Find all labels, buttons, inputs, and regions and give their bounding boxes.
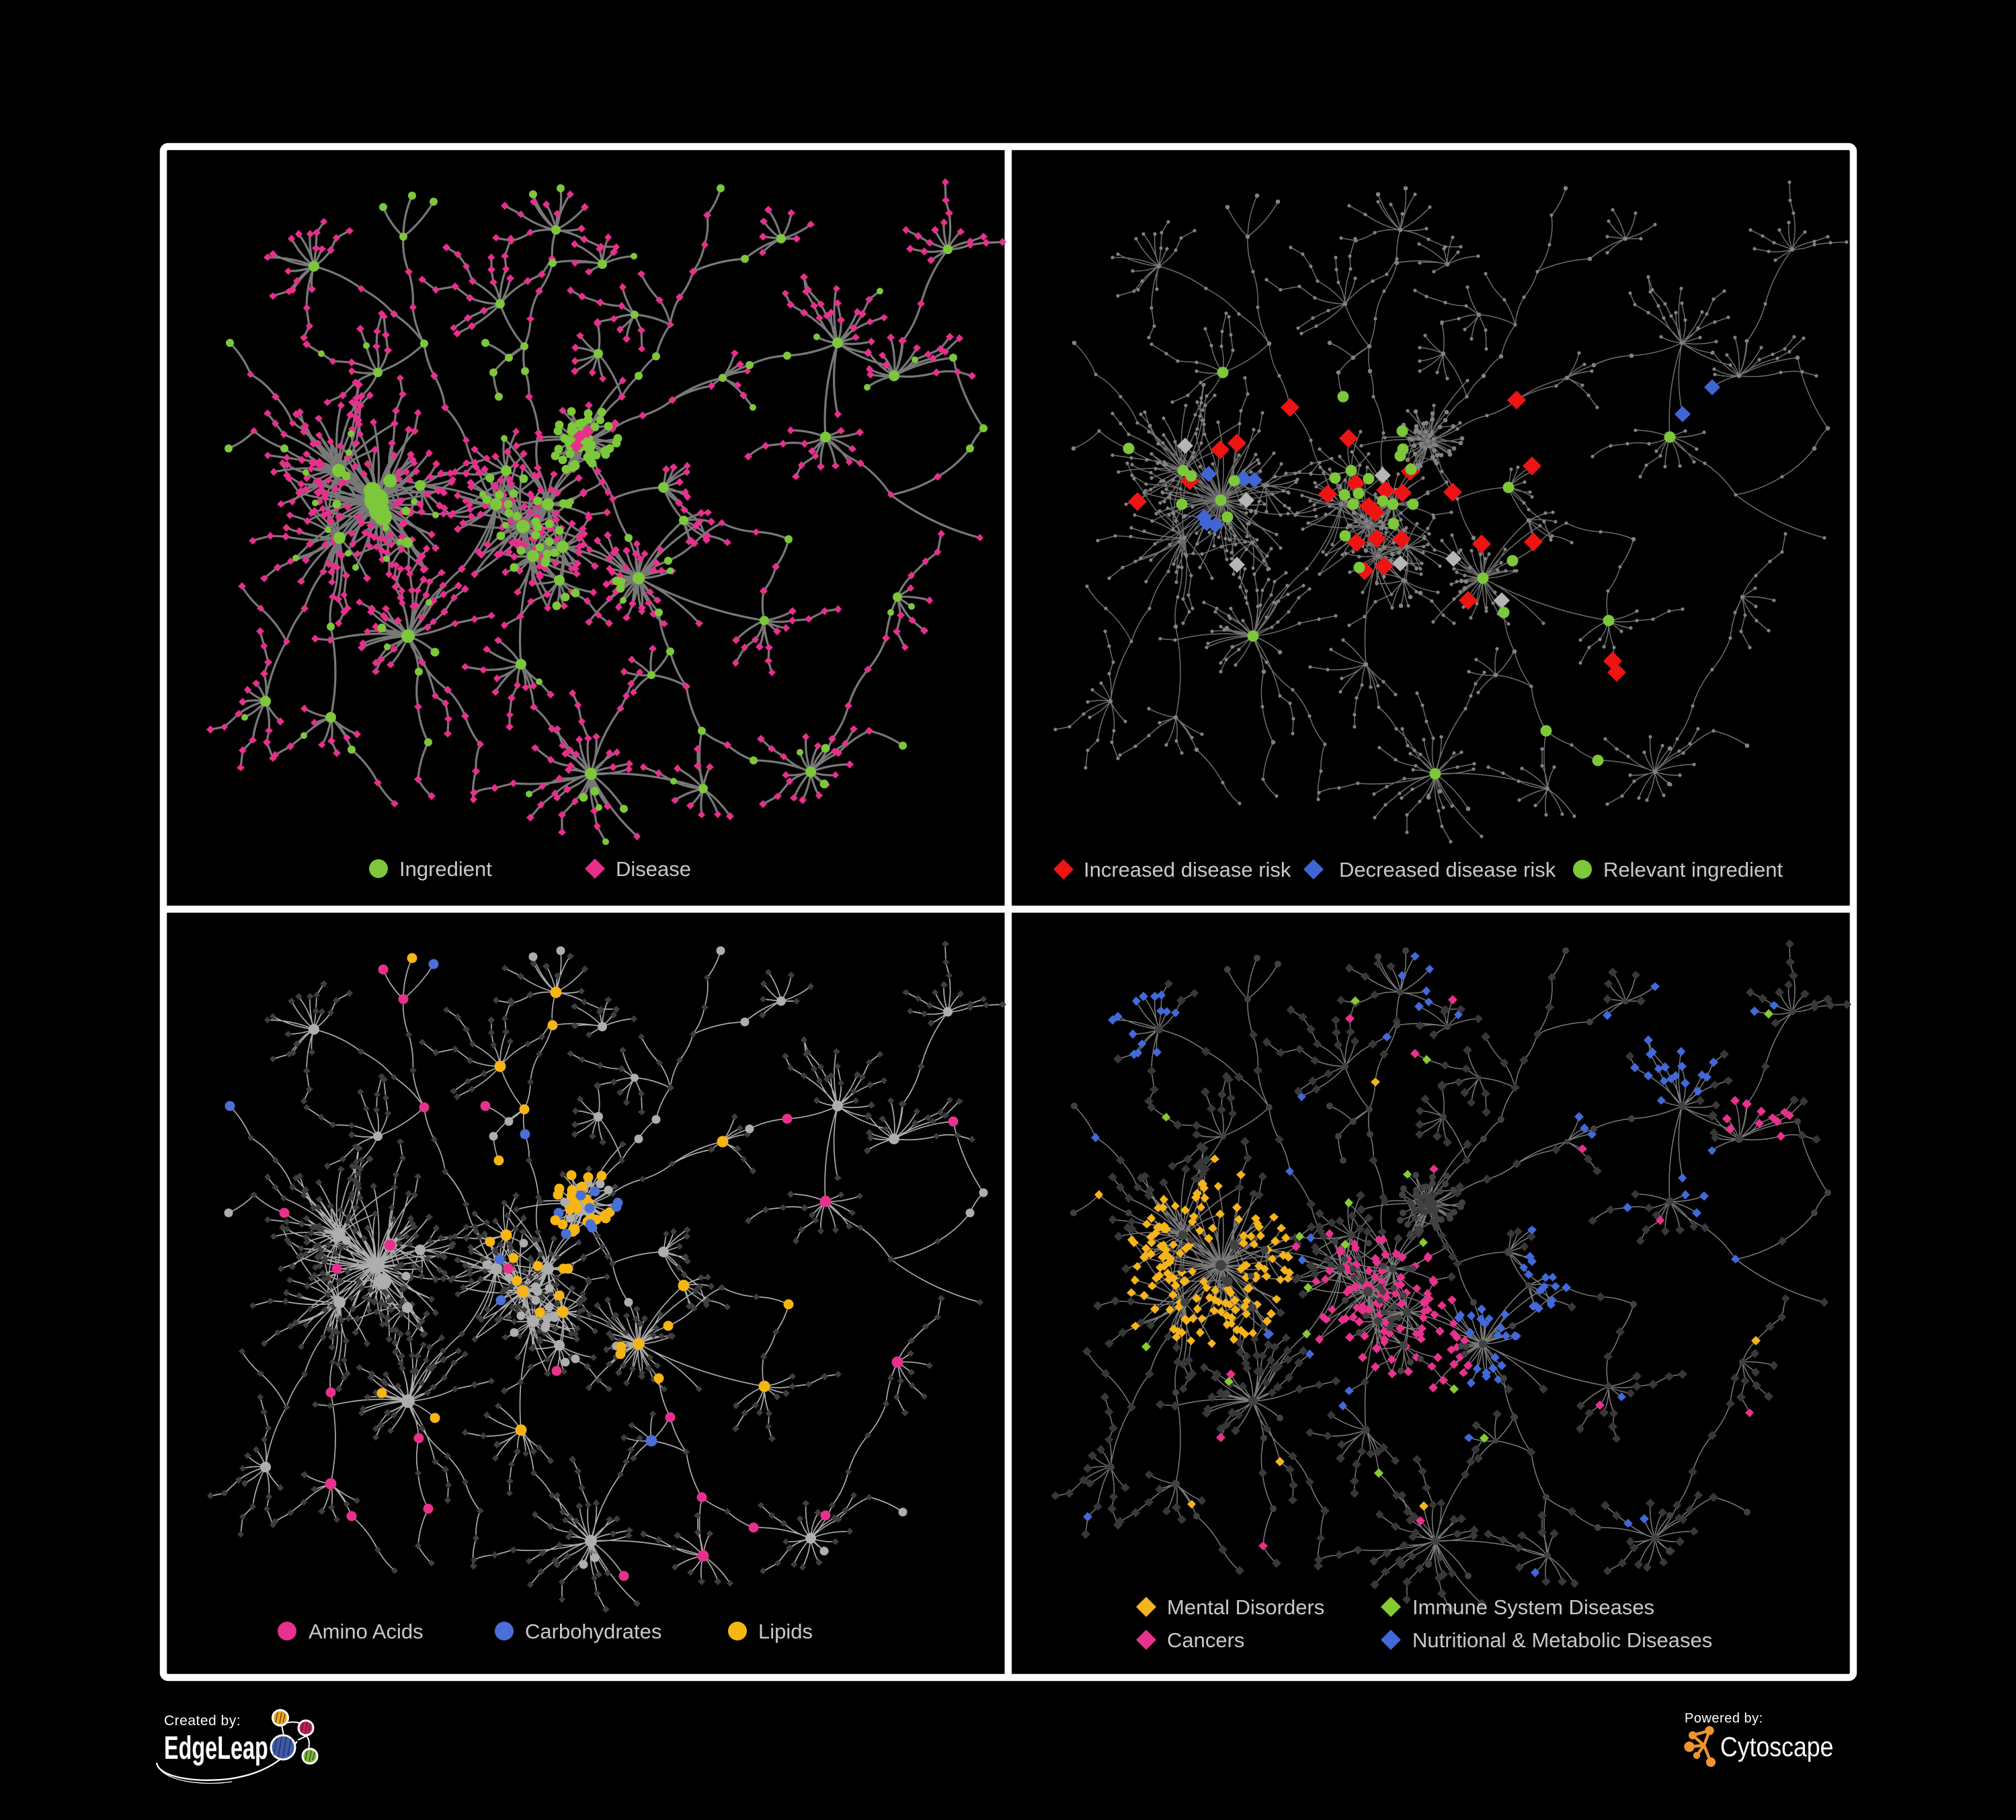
svg-text:Mental Disorders: Mental Disorders: [1167, 1595, 1324, 1619]
svg-text:Amino Acids: Amino Acids: [309, 1620, 424, 1643]
svg-text:EdgeLeap: EdgeLeap: [164, 1730, 268, 1766]
svg-text:Cancers: Cancers: [1167, 1628, 1244, 1652]
svg-text:Lipids: Lipids: [758, 1620, 813, 1643]
svg-text:Relevant ingredient: Relevant ingredient: [1603, 858, 1783, 881]
svg-text:Created by:: Created by:: [164, 1713, 241, 1729]
svg-text:Immune System Diseases: Immune System Diseases: [1412, 1595, 1654, 1619]
svg-text:Ingredient: Ingredient: [399, 857, 492, 881]
svg-text:Nutritional & Metabolic Diseas: Nutritional & Metabolic Diseases: [1412, 1628, 1712, 1652]
svg-text:Carbohydrates: Carbohydrates: [525, 1620, 661, 1643]
svg-text:Decreased disease risk: Decreased disease risk: [1339, 858, 1556, 881]
svg-text:Disease: Disease: [616, 857, 691, 881]
svg-text:Powered by:: Powered by:: [1685, 1711, 1763, 1726]
svg-text:Increased disease risk: Increased disease risk: [1084, 858, 1291, 881]
svg-text:Cytoscape: Cytoscape: [1720, 1732, 1833, 1763]
